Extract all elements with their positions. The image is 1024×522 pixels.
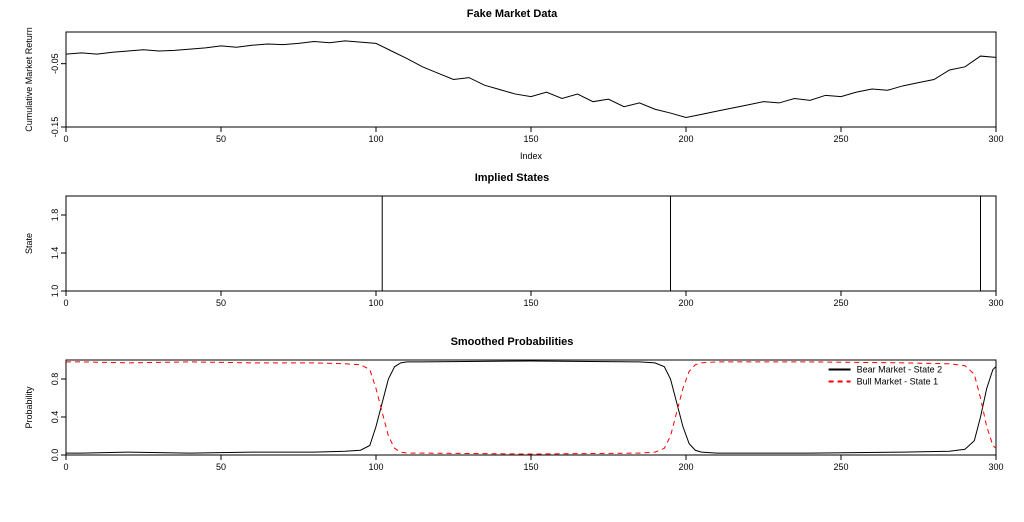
y-axis-label: Cumulative Market Return	[24, 27, 34, 132]
x-tick-label: 50	[216, 462, 226, 472]
y-tick-label: -0.15	[50, 117, 60, 138]
x-tick-label: 300	[988, 298, 1003, 308]
x-tick-label: 0	[63, 298, 68, 308]
x-tick-label: 300	[988, 134, 1003, 144]
x-tick-label: 200	[678, 134, 693, 144]
chart-panel-1: Fake Market Data 0 50 100 150 200 250 300 -0.15 -…	[8, 8, 1016, 172]
y-tick-label: 1.4	[50, 247, 60, 260]
x-tick-label: 200	[678, 298, 693, 308]
x-tick-label: 0	[63, 134, 68, 144]
series-bear	[66, 361, 996, 453]
x-tick-label: 250	[833, 462, 848, 472]
chart-title: Implied States	[8, 172, 1016, 184]
legend-label-bull: Bull Market - State 1	[857, 377, 939, 387]
y-axis-label: State	[24, 233, 34, 254]
x-tick-label: 100	[368, 134, 383, 144]
x-tick-label: 50	[216, 298, 226, 308]
y-tick-label: -0.05	[50, 53, 60, 74]
x-tick-label: 300	[988, 462, 1003, 472]
y-tick-label: 0.4	[50, 411, 60, 424]
x-tick-label: 250	[833, 298, 848, 308]
chart-panel-3: Smoothed Probabilities 0 50 100 150 200 250 300…	[8, 336, 1016, 505]
chart-title: Smoothed Probabilities	[8, 336, 1016, 348]
x-tick-label: 0	[63, 462, 68, 472]
x-tick-label: 50	[216, 134, 226, 144]
y-tick-label: 1.0	[50, 285, 60, 298]
y-tick-label: 0.8	[50, 373, 60, 386]
y-tick-label: 1.8	[50, 209, 60, 222]
x-tick-label: 100	[368, 462, 383, 472]
x-tick-label: 250	[833, 134, 848, 144]
plot-border	[66, 32, 996, 127]
chart-panel-2: Implied States 0 50 100 150 200 250 300 1.0 1.4 1.…	[8, 172, 1016, 336]
y-tick-label: 0.0	[50, 449, 60, 462]
series-line	[66, 41, 996, 118]
x-axis-label: Index	[520, 151, 543, 161]
x-tick-label: 150	[523, 298, 538, 308]
x-tick-label: 150	[523, 134, 538, 144]
x-tick-label: 150	[523, 462, 538, 472]
x-tick-label: 200	[678, 462, 693, 472]
y-axis-label: Probability	[24, 386, 34, 429]
legend-label-bear: Bear Market - State 2	[857, 365, 943, 375]
chart-svg: 0 50 100 150 200 250 300 0.0 0.4 0.8 Probability Be…	[8, 350, 1016, 505]
series-line	[66, 196, 996, 291]
chart-svg: 0 50 100 150 200 250 300 -0.15 -0.05 Cumulative M…	[8, 22, 1016, 172]
x-tick-label: 100	[368, 298, 383, 308]
plot-border	[66, 196, 996, 291]
chart-title: Fake Market Data	[8, 8, 1016, 20]
chart-svg: 0 50 100 150 200 250 300 1.0 1.4 1.8 State	[8, 186, 1016, 336]
